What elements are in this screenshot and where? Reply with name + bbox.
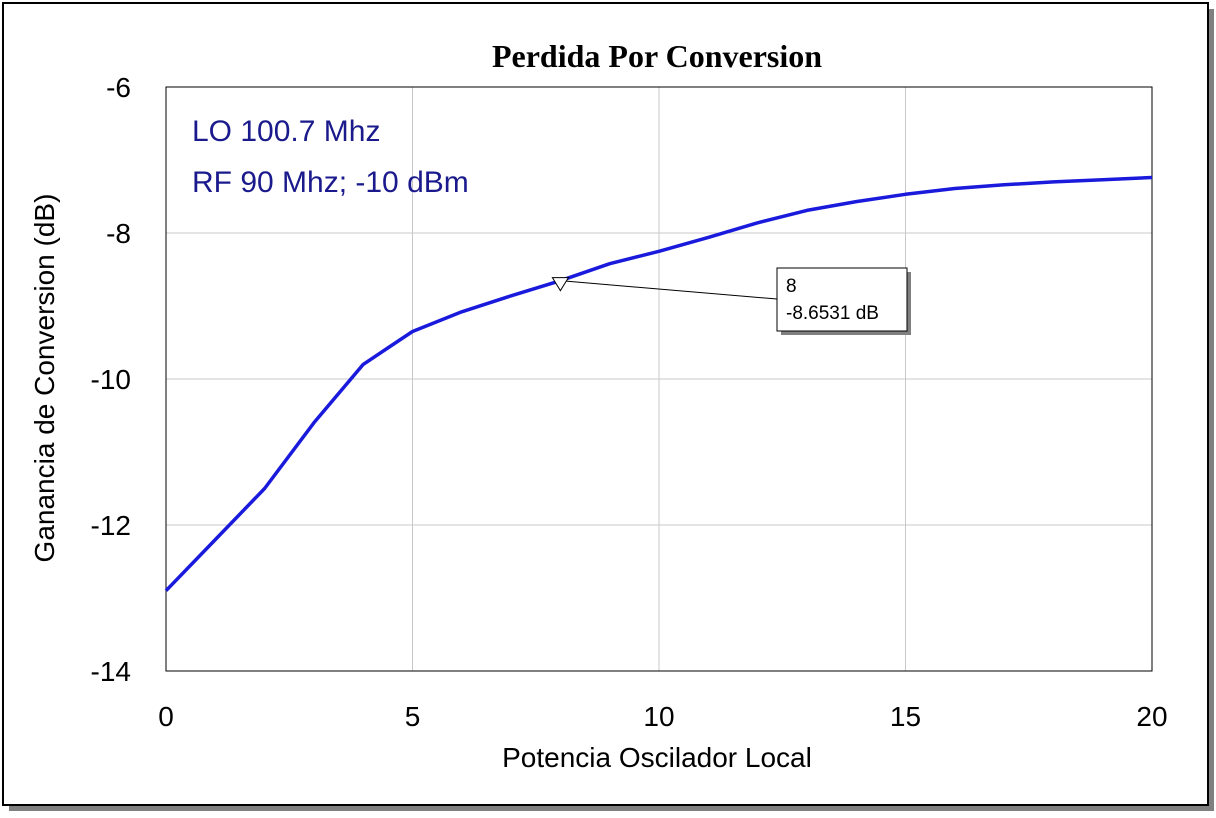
x-tick-label: 20 <box>1136 701 1167 732</box>
y-tick-labels: -14 -12 -10 -8 -6 <box>91 72 131 687</box>
marker-callout-x: 8 <box>786 276 797 297</box>
y-tick-label: -6 <box>106 72 131 103</box>
grid-layer <box>166 87 1152 671</box>
x-tick-label: 10 <box>643 701 674 732</box>
marker-layer <box>551 277 778 300</box>
x-tick-label: 5 <box>405 701 421 732</box>
x-axis-label: Potencia Oscilador Local <box>502 742 812 773</box>
chart-title: Perdida Por Conversion <box>492 38 822 74</box>
series-line <box>164 175 1153 592</box>
y-tick-label: -14 <box>91 656 131 687</box>
x-tick-labels: 0 5 10 15 20 <box>158 701 1167 732</box>
y-tick-label: -10 <box>91 364 131 395</box>
y-tick-label: -8 <box>106 218 131 249</box>
x-tick-label: 0 <box>158 701 174 732</box>
x-tick-label: 15 <box>890 701 921 732</box>
series-layer <box>164 175 1153 592</box>
plot-border <box>165 86 1153 672</box>
marker-leader-line <box>560 280 778 300</box>
y-axis-label: Ganancia de Conversion (dB) <box>29 194 60 563</box>
annotation-lo: LO 100.7 Mhz <box>192 115 380 148</box>
y-tick-label: -12 <box>91 510 131 541</box>
marker-triangle <box>551 277 570 292</box>
annotation-rf: RF 90 Mhz; -10 dBm <box>192 166 469 199</box>
marker-callout-y: -8.6531 dB <box>786 303 879 324</box>
marker-callout-box <box>776 267 908 332</box>
